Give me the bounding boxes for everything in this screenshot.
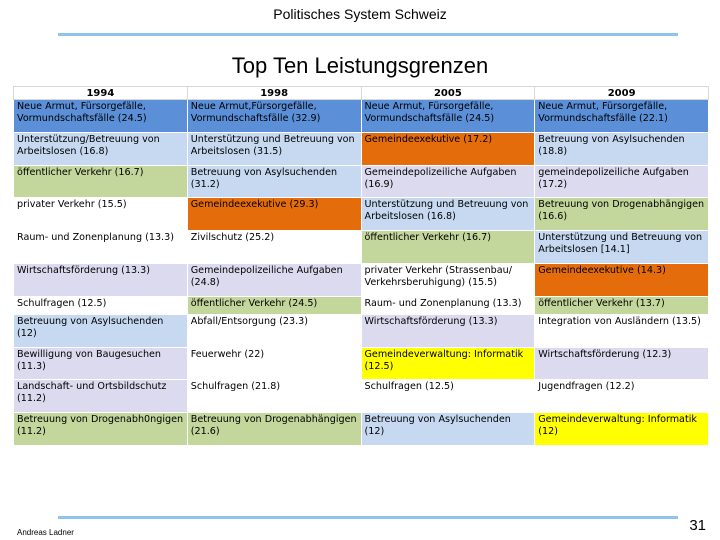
table-cell: Betreuung von Asylsuchenden (31.2) [186, 164, 362, 199]
table-cell: Gemeindeexekutive (29.3) [186, 197, 362, 232]
table-row: Unterstützung/Betreuung von Arbeitslosen… [13, 131, 709, 166]
table-cell: Abfall/Entsorgung (23.3) [186, 313, 362, 348]
table-cell: Betreuung von Drogenabhängigen (21.6) [186, 412, 362, 446]
table-cell: Betreuung von Asylsuchenden (12) [13, 313, 188, 348]
slide-header: Politisches System Schweiz [273, 6, 447, 22]
table-cell: Gemeindeverwaltung: Informatik (12.5) [360, 346, 536, 381]
table-row: öffentlicher Verkehr (16.7) Betreuung von… [13, 164, 709, 199]
table-cell: privater Verkehr (Strassenbau/ Verkehrsb… [360, 262, 536, 297]
table-cell: Betreuung von Asylsuchenden (12) [360, 412, 536, 446]
table-cell: Jugendfragen (12.2) [534, 379, 709, 414]
table-row: Betreuung von Drogenabh0ngigen (11.2) Bet… [13, 412, 709, 446]
table-header-row: 1994 1998 2005 2009 [13, 86, 709, 100]
footer-author: Andreas Ladner [17, 528, 74, 537]
column-header-1998: 1998 [186, 86, 362, 100]
table-row: Wirtschaftsförderung (13.3) Gemeindepoliz… [13, 262, 709, 297]
table-cell: Bewilligung von Baugesuchen (11.3) [13, 346, 188, 381]
table-cell: gemeindepolizeiliche Aufgaben (17.2) [534, 164, 709, 199]
table-cell: privater Verkehr (15.5) [13, 197, 188, 232]
table-cell: Neue Armut, Fürsorgefälle, Vormundschaft… [13, 99, 188, 133]
footer-divider [58, 516, 678, 519]
table-cell: öffentlicher Verkehr (13.7) [534, 295, 709, 315]
table-cell: Betreuung von Drogenabhängigen (16.6) [534, 197, 709, 232]
table-cell: Landschaft- und Ortsbildschutz (11.2) [13, 379, 188, 414]
table-cell: Betreuung von Drogenabh0ngigen (11.2) [13, 412, 188, 446]
table-cell: öffentlicher Verkehr (24.5) [186, 295, 362, 315]
table-cell: Neue Armut, Fürsorgefälle, Vormundschaft… [360, 99, 536, 133]
table-cell: Integration von Ausländern (13.5) [534, 313, 709, 348]
column-header-2009: 2009 [534, 86, 709, 100]
table-row: Landschaft- und Ortsbildschutz (11.2) Sch… [13, 379, 709, 414]
table-cell: Schulfragen (21.8) [186, 379, 362, 414]
table-cell: Gemeindeexekutive (17.2) [360, 131, 536, 166]
table-cell: Unterstützung und Betreuung von Arbeitsl… [360, 197, 536, 232]
table-row: Raum- und Zonenplanung (13.3) Zivilschutz… [13, 230, 709, 264]
table-cell: Zivilschutz (25.2) [186, 230, 362, 264]
table-row: Bewilligung von Baugesuchen (11.3) Feuerw… [13, 346, 709, 381]
column-header-2005: 2005 [360, 86, 536, 100]
table-row: Schulfragen (12.5) öffentlicher Verkehr (… [13, 295, 709, 315]
table-cell: Unterstützung und Betreuung von Arbeitsl… [186, 131, 362, 166]
table-cell: Feuerwehr (22) [186, 346, 362, 381]
table-cell: Gemeindeexekutive (14.3) [534, 262, 709, 297]
table-cell: Gemeindepolizeiliche Aufgaben (16.9) [360, 164, 536, 199]
table-cell: Gemeindepolizeiliche Aufgaben (24.8) [186, 262, 362, 297]
table-row: privater Verkehr (15.5) Gemeindeexekutive… [13, 197, 709, 232]
table-body: Neue Armut, Fürsorgefälle, Vormundschaft… [13, 99, 709, 446]
column-header-1994: 1994 [13, 86, 188, 100]
table-cell: Wirtschaftsförderung (13.3) [13, 262, 188, 297]
ranking-table: 1994 1998 2005 2009 Neue Armut, Fürsorge… [13, 86, 709, 446]
table-cell: öffentlicher Verkehr (16.7) [360, 230, 536, 264]
slide-title: Top Ten Leistungsgrenzen [231, 53, 489, 78]
table-cell: Neue Armut, Fürsorgefälle, Vormundschaft… [534, 99, 709, 133]
table-cell: Schulfragen (12.5) [13, 295, 188, 315]
table-cell: Wirtschaftsförderung (13.3) [360, 313, 536, 348]
table-cell: Unterstützung und Betreuung von Arbeitsl… [534, 230, 709, 264]
table-cell: Schulfragen (12.5) [360, 379, 536, 414]
table-cell: Raum- und Zonenplanung (13.3) [360, 295, 536, 315]
table-cell: Betreuung von Asylsuchenden (18.8) [534, 131, 709, 166]
table-cell: öffentlicher Verkehr (16.7) [13, 164, 188, 199]
table-cell: Wirtschaftsförderung (12.3) [534, 346, 709, 381]
table-cell: Neue Armut,Fürsorgefälle, Vormundschafts… [186, 99, 362, 133]
table-row: Neue Armut, Fürsorgefälle, Vormundschaft… [13, 99, 709, 133]
table-cell: Unterstützung/Betreuung von Arbeitslosen… [13, 131, 188, 166]
table-cell: Raum- und Zonenplanung (13.3) [13, 230, 188, 264]
page-number: 31 [689, 517, 706, 534]
table-cell: Gemeindeverwaltung: Informatik (12) [534, 412, 709, 446]
table-row: Betreuung von Asylsuchenden (12) Abfall/E… [13, 313, 709, 348]
header-divider [58, 33, 678, 36]
ranking-table-container: 1994 1998 2005 2009 Neue Armut, Fürsorge… [13, 86, 709, 446]
